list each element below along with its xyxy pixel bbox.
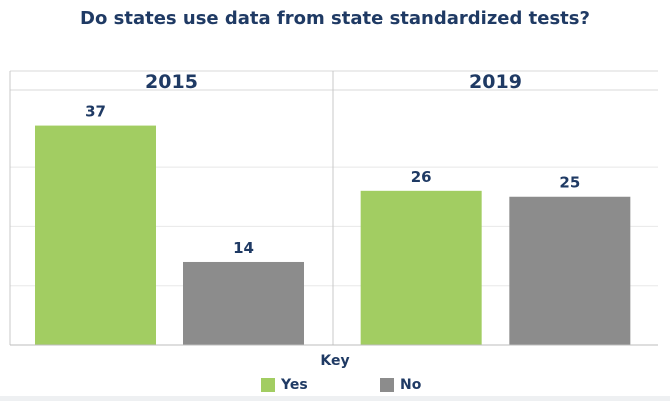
bar-chart: 2015 37 14 2019 26 25	[9, 70, 658, 346]
legend-item-yes: Yes	[261, 377, 308, 393]
legend: Yes No	[0, 377, 670, 395]
legend-swatch-yes	[261, 378, 275, 392]
bar-2019-yes	[360, 190, 482, 345]
legend-item-no: No	[380, 377, 421, 393]
bar-value-label: 14	[233, 239, 254, 257]
panel-label-2019: 2019	[469, 71, 522, 93]
bar-2015-no	[183, 261, 304, 345]
bar-value-label: 25	[559, 174, 580, 192]
bar-value-label: 26	[411, 168, 432, 186]
bar-2019-no	[509, 196, 631, 345]
panel-label-2015: 2015	[145, 71, 198, 93]
legend-label-yes: Yes	[281, 377, 308, 393]
legend-title: Key	[320, 353, 350, 369]
bottom-scrollbar-strip	[0, 396, 670, 401]
legend-swatch-no	[380, 378, 394, 392]
bar-value-label: 37	[85, 103, 106, 121]
chart-title: Do states use data from state standardiz…	[80, 8, 590, 29]
legend-label-no: No	[400, 377, 422, 393]
bar-2015-yes	[35, 125, 156, 346]
